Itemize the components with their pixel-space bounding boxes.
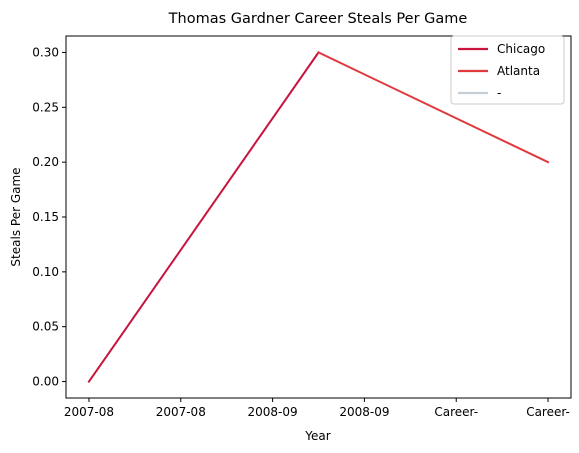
y-tick-label: 0.05 xyxy=(32,320,59,334)
y-tick-label: 0.00 xyxy=(32,375,59,389)
x-axis: 2007-08 2007-08 2008-09 2008-09 Career- Caree… xyxy=(64,398,570,419)
x-axis-label: Year xyxy=(304,429,330,443)
y-tick-label: 0.30 xyxy=(32,45,59,59)
x-tick-label: 2007-08 xyxy=(64,405,114,419)
y-tick-label: 0.25 xyxy=(32,100,59,114)
y-tick-label: 0.10 xyxy=(32,265,59,279)
series-layer xyxy=(87,51,550,383)
legend: Chicago Atlanta - xyxy=(450,35,565,105)
chart-title: Thomas Gardner Career Steals Per Game xyxy=(168,11,468,27)
x-tick-label: 2007-08 xyxy=(156,405,206,419)
series-line-2 xyxy=(317,51,550,164)
legend-entries: Chicago Atlanta - xyxy=(458,42,545,100)
legend-label: Chicago xyxy=(497,42,545,56)
y-axis-label: Steals Per Game xyxy=(9,167,23,266)
x-tick-label: 2008-09 xyxy=(339,405,389,419)
y-tick-label: 0.15 xyxy=(32,210,59,224)
x-tick-label: Career- xyxy=(434,405,478,419)
y-tick-label: 0.20 xyxy=(32,155,59,169)
series-line-1 xyxy=(87,51,320,383)
x-tick-label: Career- xyxy=(526,405,570,419)
legend-box xyxy=(450,35,565,105)
y-axis: 0.00 0.05 0.10 0.15 0.20 0.25 0.30 xyxy=(32,45,66,389)
legend-label: Atlanta xyxy=(497,64,540,78)
legend-label: - xyxy=(497,86,501,100)
x-tick-label: 2008-09 xyxy=(248,405,298,419)
